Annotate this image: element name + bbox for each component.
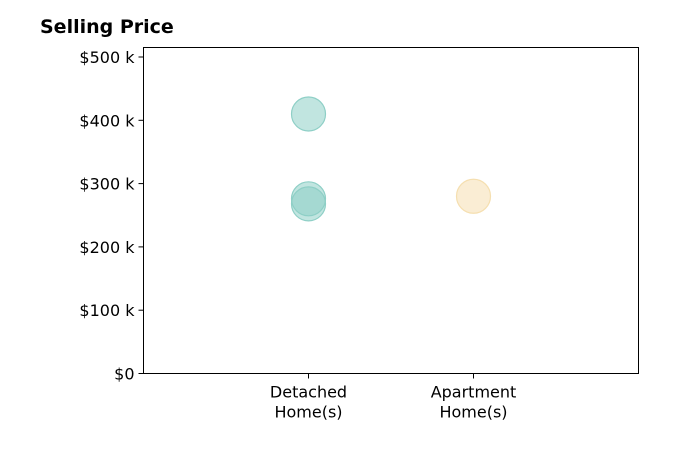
- x-tick-label: Detached: [270, 383, 347, 402]
- y-tick-label: $0: [114, 365, 134, 384]
- y-tick-label: $300 k: [79, 175, 135, 194]
- chart-title: Selling Price: [40, 16, 174, 38]
- data-point: [455, 178, 492, 214]
- data-point: [290, 96, 327, 132]
- data-point: [290, 186, 327, 222]
- x-tick-label: Home(s): [274, 403, 342, 422]
- data-points: [290, 96, 492, 222]
- y-tick-label: $400 k: [79, 111, 135, 130]
- y-tick-label: $100 k: [79, 301, 135, 320]
- plot-frame: [143, 47, 639, 374]
- y-tick-label: $500 k: [79, 48, 135, 67]
- y-axis: $0 $100 k $200 k $300 k $400 k $500 k: [79, 48, 144, 384]
- y-tick-label: $200 k: [79, 238, 135, 257]
- x-tick-label: Home(s): [439, 403, 507, 422]
- x-tick-label: Apartment: [431, 383, 517, 402]
